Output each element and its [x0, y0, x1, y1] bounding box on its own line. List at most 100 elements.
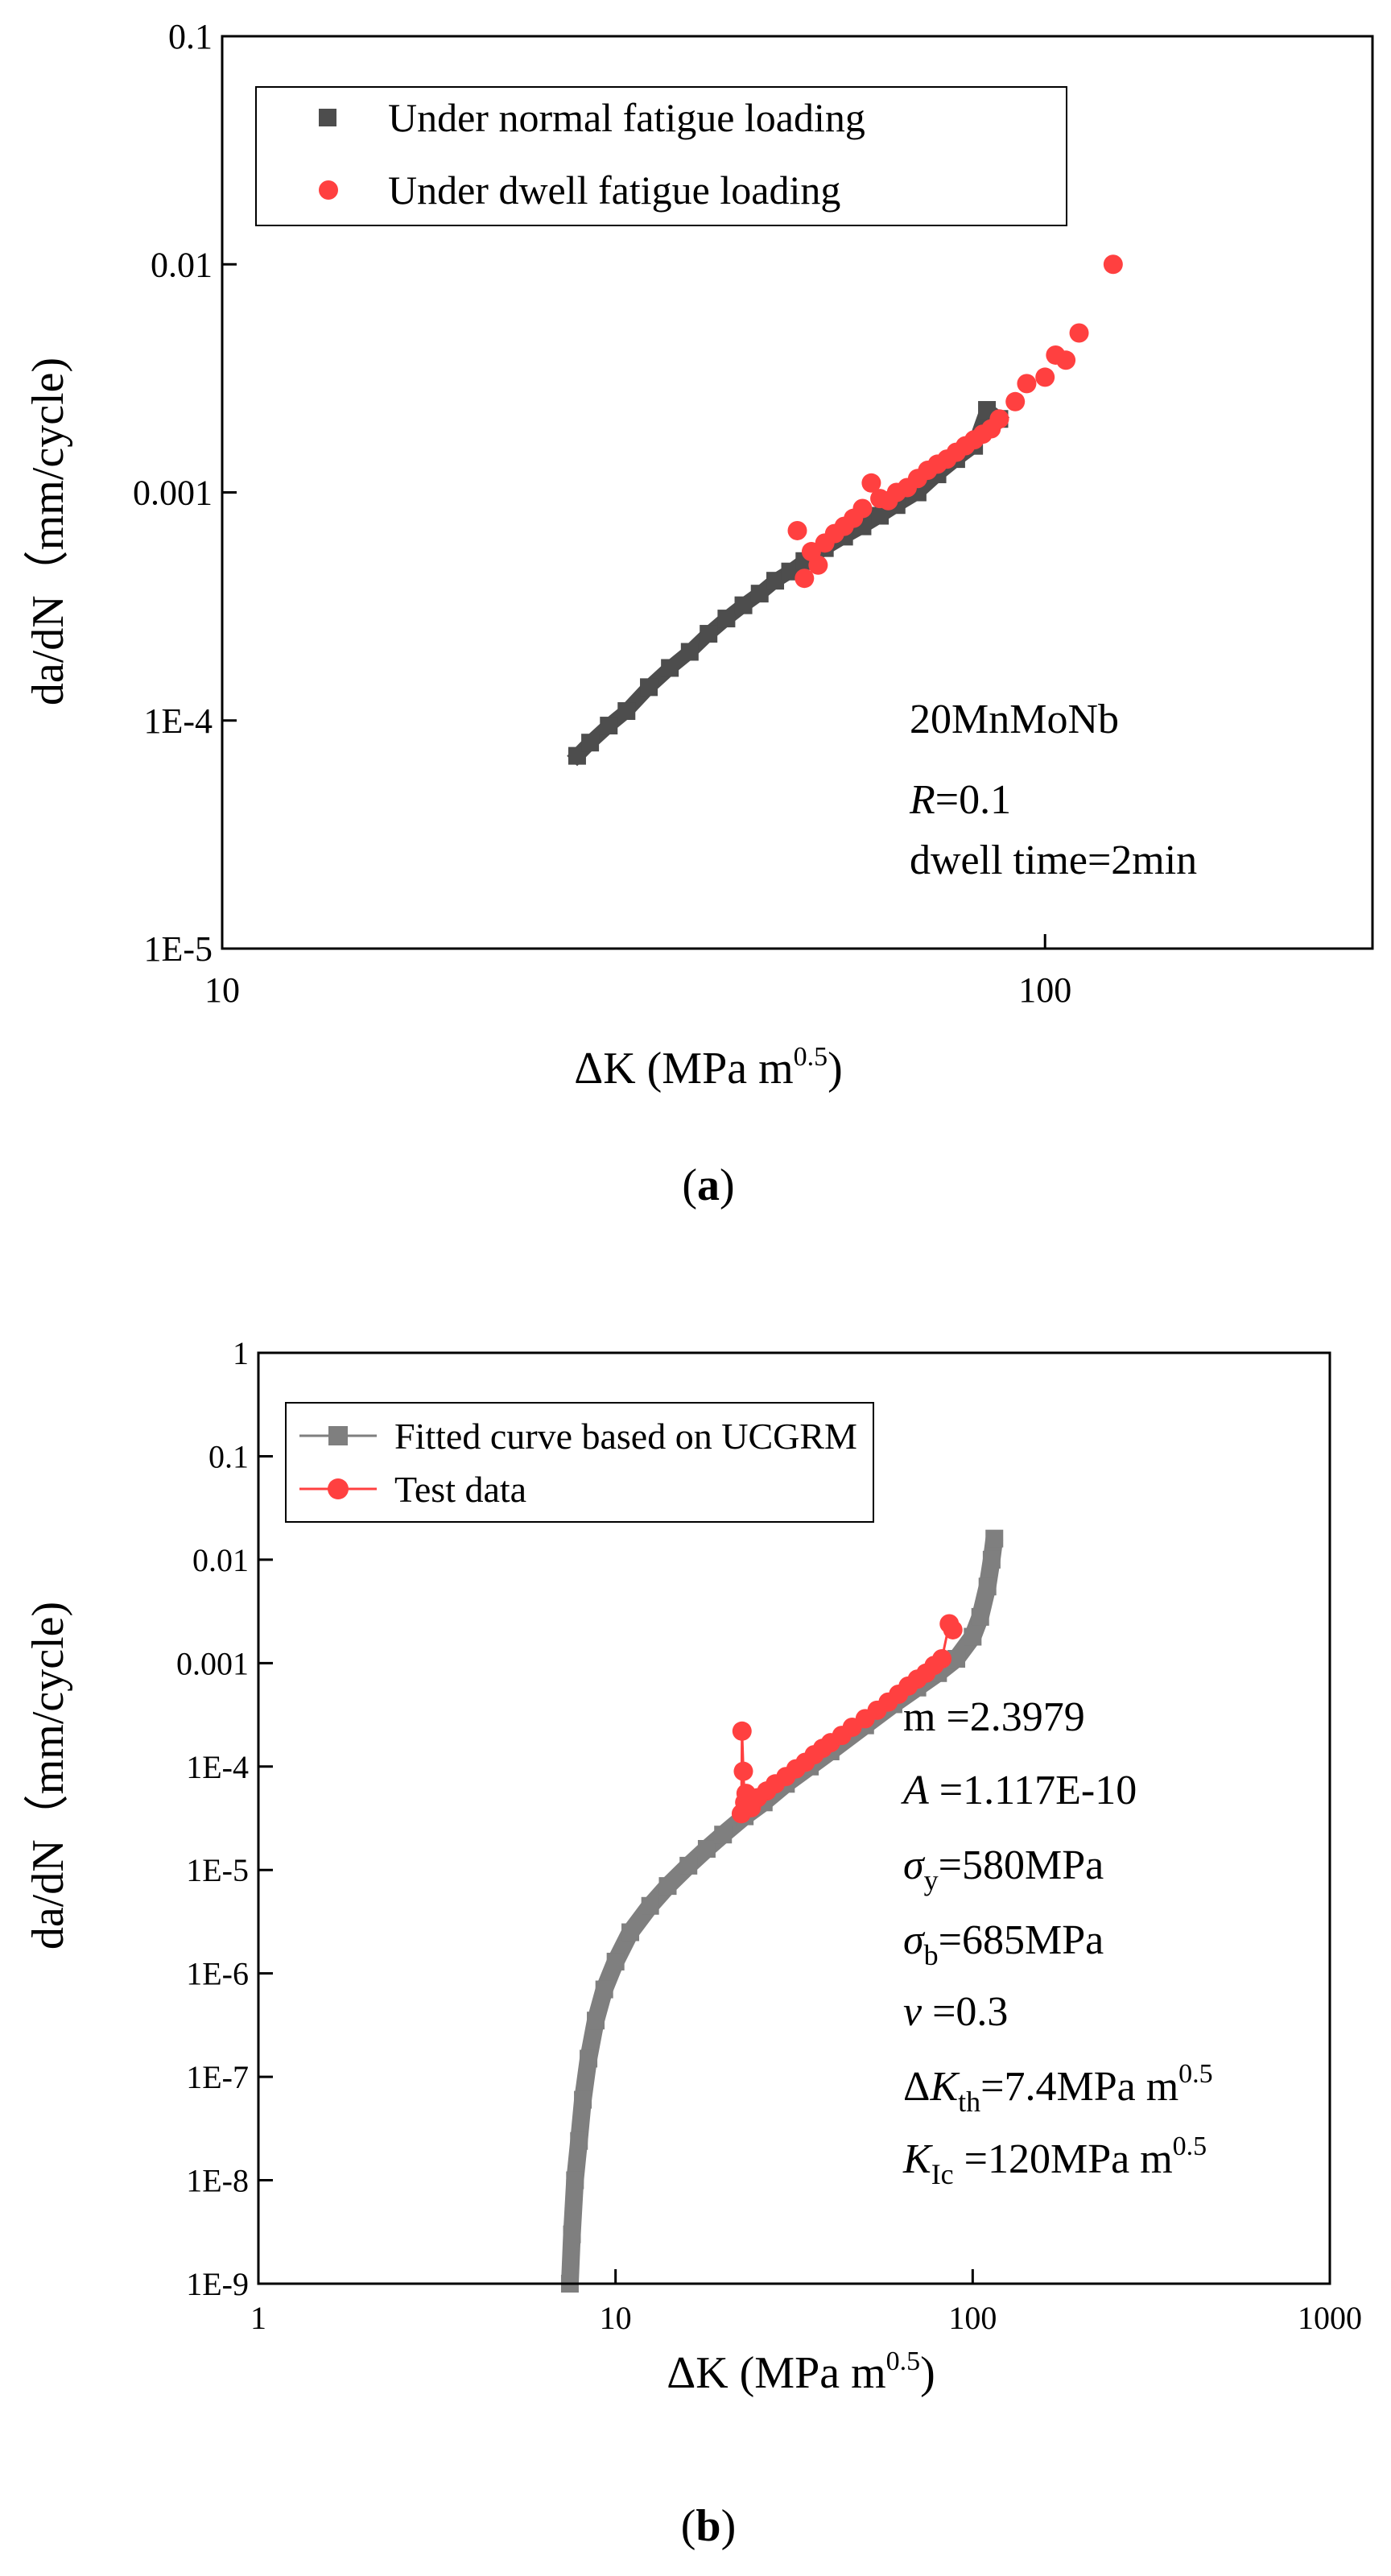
data-point — [808, 555, 828, 575]
chart-b-legend-fitted-marker — [328, 1426, 348, 1445]
data-point — [680, 643, 699, 661]
chart-b-legend-test-label: Test data — [394, 1469, 526, 1510]
x-tick-label: 1000 — [1298, 2300, 1362, 2336]
chart-a-annotations: 20MnMoNb R=0.1 dwell time=2min — [909, 697, 1197, 883]
chart-b-param-sigma-y: σy=580MPa — [903, 1842, 1104, 1896]
data-point — [734, 596, 753, 614]
y-tick-label: 0.1 — [208, 1438, 249, 1474]
y-tick-label: 0.001 — [133, 473, 213, 513]
y-tick-label: 1E-9 — [186, 2266, 249, 2302]
data-point — [641, 1896, 659, 1915]
x-tick-label: 100 — [948, 2300, 997, 2336]
chart-a-legend-normal-marker — [319, 109, 336, 126]
chart-b-series — [560, 1529, 1004, 2293]
data-point — [861, 473, 881, 493]
chart-b: 1 10 100 1000 1E-9 1E-8 1E-7 1E-6 1E-5 1E-4 0.001 0… — [23, 1335, 1362, 2551]
data-point — [795, 569, 815, 589]
y-tick-label: 0.1 — [168, 17, 213, 56]
data-point — [989, 409, 1009, 429]
x-tick-label: 10 — [600, 2300, 632, 2336]
y-tick-label: 1E-4 — [143, 701, 213, 741]
data-point — [700, 625, 718, 643]
chart-b-ticks: 1 10 100 1000 1E-9 1E-8 1E-7 1E-6 1E-5 1E-4 0.001 0… — [176, 1335, 1362, 2336]
chart-b-legend-test-marker — [328, 1478, 349, 1499]
chart-b-legend: Fitted curve based on UCGRM Test data — [285, 1402, 874, 1523]
data-point — [717, 610, 736, 628]
data-point — [971, 1607, 989, 1626]
data-point — [852, 498, 873, 519]
chart-a-plot-frame — [221, 35, 1374, 950]
y-tick-label: 1 — [233, 1335, 249, 1371]
chart-b-panel-label: (b) — [681, 2501, 736, 2551]
y-tick-label: 0.001 — [176, 1645, 249, 1681]
data-point — [658, 1877, 677, 1896]
data-point — [661, 659, 679, 677]
data-point — [943, 1619, 963, 1639]
y-tick-label: 1E-8 — [186, 2163, 249, 2199]
chart-b-x-axis-label: ΔK (MPa m0.5) — [667, 2347, 935, 2398]
chart-a-material: 20MnMoNb — [910, 697, 1119, 742]
chart-a-panel-label: (a) — [682, 1160, 734, 1210]
data-point — [570, 2132, 588, 2150]
chart-b-param-a: A =1.117E-10 — [901, 1768, 1137, 1813]
data-point — [1035, 367, 1055, 387]
chart-a-legend-box — [255, 86, 1067, 226]
y-tick-label: 1E-4 — [186, 1749, 249, 1785]
series-1 — [787, 254, 1123, 589]
data-point — [1005, 391, 1026, 411]
chart-a-r-ratio: R=0.1 — [909, 777, 1011, 823]
chart-a-legend-dwell-marker — [319, 180, 338, 200]
data-point — [1103, 254, 1123, 275]
chart-b-legend-fitted-label: Fitted curve based on UCGRM — [394, 1416, 857, 1457]
data-point — [574, 2090, 592, 2109]
series-1 — [731, 1614, 963, 1824]
chart-a-ticks: 10 100 1E-5 1E-4 0.001 0.01 0.1 — [133, 17, 1071, 1010]
chart-a-legend: Under normal fatigue loading Under dwell… — [255, 86, 1067, 226]
x-tick-label: 10 — [204, 970, 240, 1010]
y-tick-label: 1E-5 — [186, 1852, 249, 1888]
chart-b-param-k-ic: KIc =120MPa m0.5 — [902, 2132, 1207, 2190]
chart-a-legend-dwell-label: Under dwell fatigue loading — [388, 167, 840, 213]
data-point — [733, 1761, 753, 1781]
data-point — [566, 2171, 584, 2189]
data-point — [640, 678, 658, 697]
data-point — [587, 2012, 605, 2030]
data-point — [947, 1650, 966, 1668]
chart-a-dwell-time: dwell time=2min — [910, 837, 1197, 883]
chart-a-x-axis-label: ΔK (MPa m0.5) — [574, 1042, 843, 1094]
data-point — [563, 2225, 581, 2243]
data-point — [932, 1649, 952, 1669]
chart-a-y-axis-label: da/dN（mm/cycle) — [23, 358, 73, 705]
data-point — [1069, 323, 1089, 343]
y-tick-label: 0.01 — [192, 1542, 249, 1578]
chart-b-param-sigma-b: σb=685MPa — [903, 1917, 1104, 1971]
chart-b-param-dk-th: ΔKth=7.4MPa m0.5 — [903, 2059, 1213, 2118]
y-tick-label: 0.01 — [151, 245, 213, 284]
chart-a-legend-normal-label: Under normal fatigue loading — [388, 95, 865, 140]
data-point — [600, 717, 618, 735]
x-tick-label: 1 — [250, 2300, 266, 2336]
chart-b-y-axis-label: da/dN（mm/cycle) — [23, 1602, 73, 1950]
data-point — [617, 702, 636, 721]
data-point — [621, 1923, 640, 1941]
chart-b-param-nu: ν =0.3 — [903, 1989, 1008, 2035]
y-tick-label: 1E-5 — [143, 929, 213, 969]
data-point — [595, 1980, 613, 1999]
chart-b-param-m: m =2.3979 — [903, 1694, 1085, 1740]
data-point — [581, 734, 600, 752]
chart-a-series — [567, 254, 1123, 767]
chart-a: 10 100 1E-5 1E-4 0.001 0.01 0.1 Under normal f… — [23, 17, 1374, 1210]
data-point — [606, 1953, 625, 1971]
data-point — [766, 572, 785, 590]
data-point — [1017, 374, 1037, 394]
chart-b-legend-box — [285, 1402, 874, 1523]
data-point — [871, 507, 889, 525]
data-point — [985, 1529, 1004, 1548]
data-point — [787, 520, 807, 540]
data-point — [580, 2049, 598, 2068]
data-point — [978, 1577, 997, 1596]
y-tick-label: 1E-6 — [186, 1956, 249, 1992]
data-point — [1056, 350, 1076, 370]
data-point — [679, 1856, 698, 1875]
data-point — [781, 562, 799, 581]
